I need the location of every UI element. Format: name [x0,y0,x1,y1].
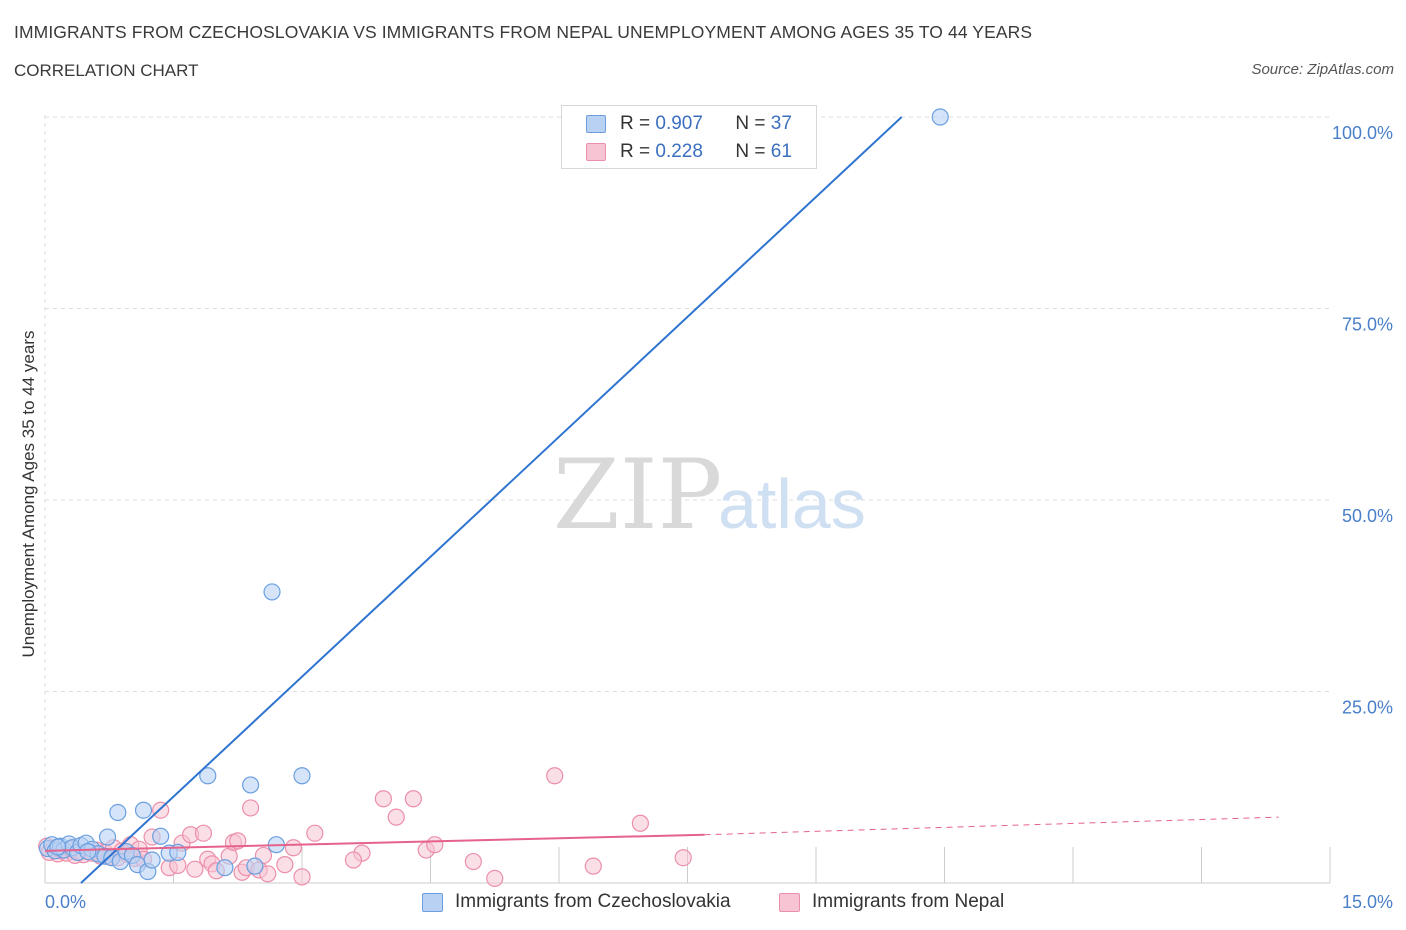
r-label: R = [620,113,651,134]
czech-point [242,776,260,794]
nepal-point [631,814,649,832]
czech-point [263,583,281,601]
czech-point [49,838,67,856]
y-tick-label: 100.0% [1332,123,1393,143]
nepal-point [387,808,405,826]
czech-point [109,803,127,822]
czech-point [134,801,153,819]
nepal-point [276,856,294,874]
source-credit: Source: ZipAtlas.com [1251,61,1394,78]
r-label: R = [620,141,651,162]
nepal-swatch [586,143,606,161]
x-tick-label-min: 0.0% [45,892,86,912]
r-value: 0.228 [655,141,703,162]
czech-point [216,859,234,877]
czech-points [38,108,949,881]
nepal-point [546,767,564,785]
czech-point [199,767,217,785]
nepal-point [194,824,213,842]
nepal-point [464,852,482,871]
y-tick-label: 75.0% [1342,315,1393,335]
czech-point [931,108,949,126]
legend-item-czech[interactable]: Immigrants from Czechoslovakia [422,888,731,916]
trend-lines [44,116,1279,884]
stats-legend-row-czech: R = 0.907 N = 37 [586,112,792,136]
chart-title: IMMIGRANTS FROM CZECHOSLOVAKIA VS IMMIGR… [14,22,1033,42]
x-tick-labels: 0.0% 15.0% [45,892,1393,912]
y-tick-labels: 25.0% 50.0% 75.0% 100.0% [1332,123,1393,718]
nepal-point [242,799,260,817]
watermark-zip: ZIP [553,439,722,551]
czech-point [246,857,264,875]
nepal-point [426,836,444,854]
stats-legend-row-nepal: R = 0.228 N = 61 [586,140,792,164]
n-value: 61 [770,141,792,162]
n-label: N = [735,141,766,162]
legend-item-nepal[interactable]: Immigrants from Nepal [779,888,1004,916]
czech-point [98,828,117,846]
nepal-point [306,824,324,842]
czech-point [293,767,311,785]
nepal-point [284,839,303,857]
czech-legend-swatch [422,892,443,912]
watermark-atlas: atlas [718,465,866,543]
nepal-point [186,860,204,878]
n-value: 37 [770,113,792,134]
nepal-legend-swatch [779,892,800,912]
czech-point [143,851,161,869]
legend-label-czech: Immigrants from Czechoslovakia [455,891,731,912]
nepal-point [374,790,392,808]
czech-point [79,842,97,861]
chart-subtitle: CORRELATION CHART [14,61,199,80]
n-label: N = [735,113,766,134]
czech-point [152,827,170,845]
y-axis-label: Unemployment Among Ages 35 to 44 years [19,331,38,658]
r-value: 0.907 [655,113,703,134]
nepal-trend-extension [704,816,1279,836]
stats-legend: R = 0.907 N = 37 R = 0.228 N = 61 [561,105,817,169]
czech-swatch [586,115,606,133]
y-tick-label: 25.0% [1342,698,1393,718]
x-tick-label-max: 15.0% [1342,892,1393,912]
nepal-point [674,849,692,867]
nepal-point [584,857,602,875]
nepal-point [293,868,311,886]
czech-trend-line [80,116,903,884]
nepal-point [229,832,247,850]
watermark: ZIP atlas [553,439,866,551]
nepal-trend-line [44,833,705,852]
nepal-point [344,851,362,869]
nepal-point [259,865,277,883]
nepal-point [404,790,422,808]
y-tick-label: 50.0% [1342,506,1393,526]
legend-label-nepal: Immigrants from Nepal [812,891,1005,912]
nepal-point [486,869,504,888]
